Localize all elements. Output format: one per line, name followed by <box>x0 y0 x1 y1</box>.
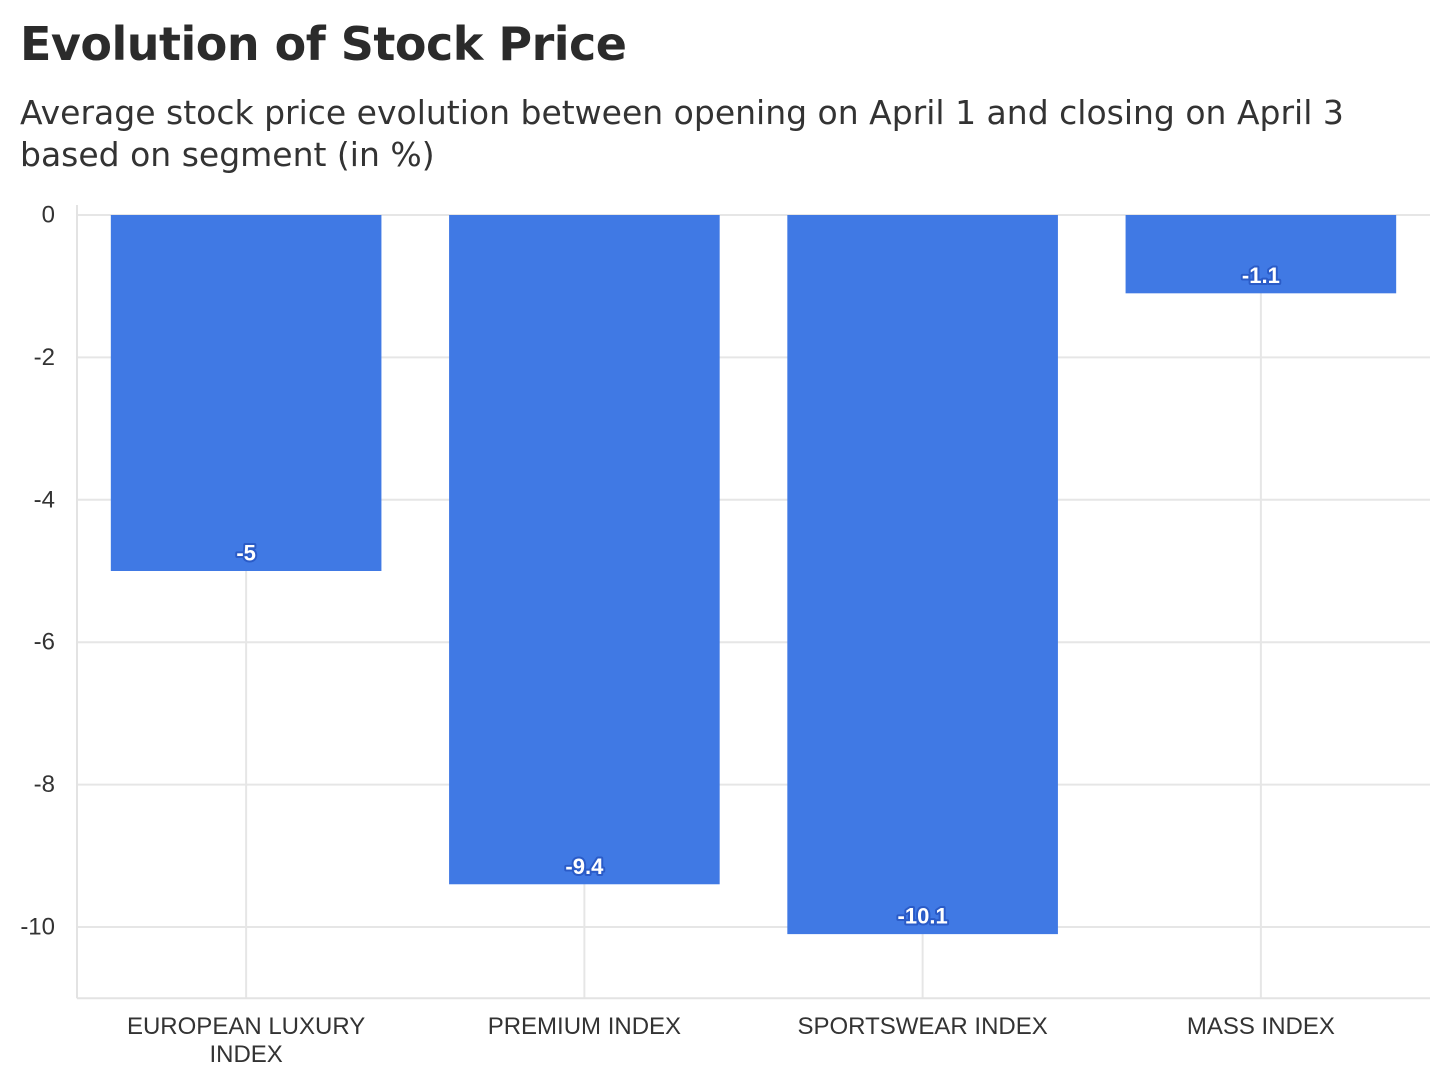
y-tick-label: -2 <box>34 344 55 371</box>
x-tick-label: PREMIUM INDEX <box>488 1013 681 1040</box>
bar <box>110 215 382 571</box>
bar <box>1125 215 1397 294</box>
chart-subtitle: Average stock price evolution between op… <box>20 93 1344 174</box>
data-label: -5 <box>236 541 256 566</box>
x-tick-label-line: EUROPEAN LUXURY <box>127 1013 365 1040</box>
y-axis-ticks: 0 -2 -4 -6 -8 -10 <box>20 202 55 941</box>
y-tick-label: -4 <box>34 486 55 513</box>
data-label: -9.4 <box>565 854 604 879</box>
x-axis-ticks: EUROPEAN LUXURY INDEX PREMIUM INDEX SPORTSW… <box>127 1013 1335 1068</box>
bar <box>787 215 1058 935</box>
x-tick-label: MASS INDEX <box>1187 1013 1335 1040</box>
data-label: -1.1 <box>1242 263 1280 288</box>
x-tick-label-line: SPORTSWEAR INDEX <box>797 1013 1047 1040</box>
data-labels: -5 -9.4 -10.1 -1.1 <box>234 261 1281 931</box>
x-tick-label-line: MASS INDEX <box>1187 1013 1335 1040</box>
x-tick-label: EUROPEAN LUXURY INDEX <box>127 1013 365 1068</box>
y-tick-label: -8 <box>34 771 55 798</box>
y-tick-label: -6 <box>34 629 55 656</box>
bars <box>110 215 1397 935</box>
y-tick-label: 0 <box>42 202 55 229</box>
x-tick-label-line: PREMIUM INDEX <box>488 1013 681 1040</box>
data-label: -10.1 <box>898 904 948 929</box>
chart-title: Evolution of Stock Price <box>20 17 627 71</box>
bar <box>449 215 720 885</box>
x-tick-label-line: INDEX <box>209 1041 282 1068</box>
y-tick-label: -10 <box>20 914 55 941</box>
x-tick-label: SPORTSWEAR INDEX <box>797 1013 1047 1040</box>
